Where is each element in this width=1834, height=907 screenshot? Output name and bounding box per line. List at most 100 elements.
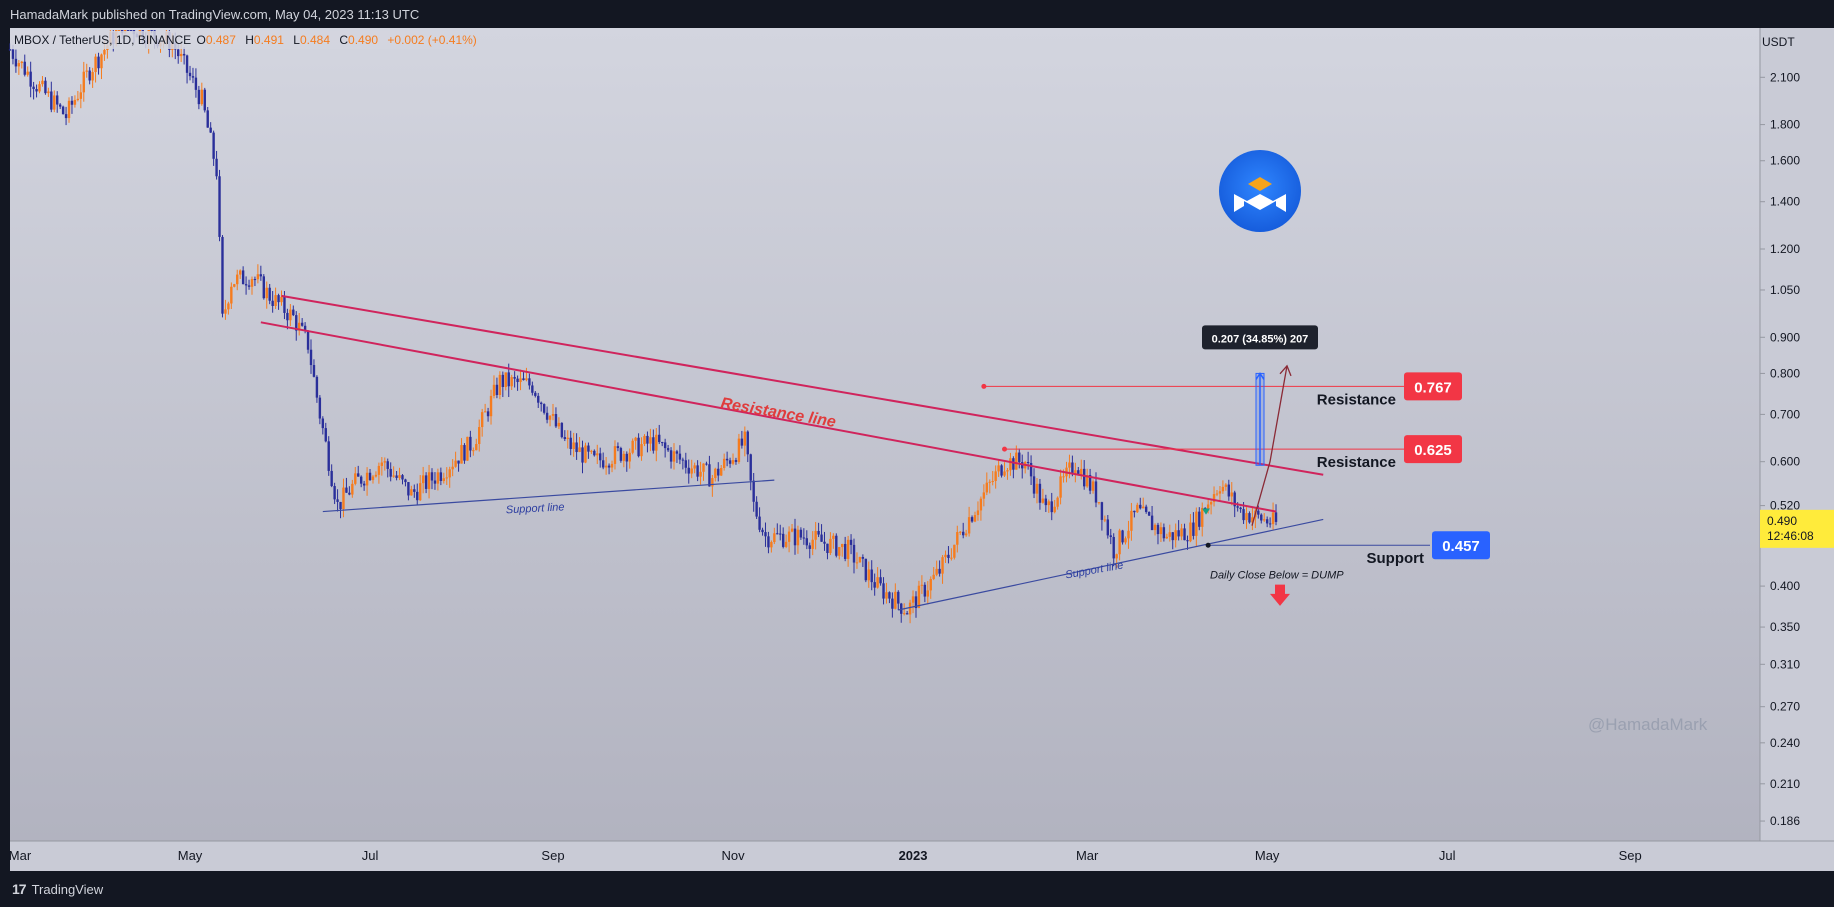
candle-body [203,89,206,111]
candle-body [596,453,599,456]
time-tick-label: Jul [1439,848,1456,863]
candle-body [97,56,100,69]
candle-body [35,89,38,92]
candle-body [383,461,386,463]
price-axis-unit: USDT [1762,35,1795,49]
candle-body [212,132,215,159]
price-tick-label: 1.200 [1770,242,1800,256]
footer-brand: TradingView [31,881,104,897]
candle-body [604,465,608,468]
candle-body [1165,536,1169,539]
candle-body [1133,510,1136,513]
candle-body [407,482,410,496]
candle-body [997,465,1000,472]
candle-body [1068,462,1071,468]
candle-body [354,473,357,484]
candle-body [832,535,835,539]
time-tick-label: Mar [1076,848,1099,863]
publish-info: HamadaMark published on TradingView.com,… [10,7,420,22]
candle-body [23,61,26,75]
forecast-arrow-head [1279,364,1292,377]
tradingview-logo[interactable]: 17 TradingView [12,881,103,897]
candle-body [994,471,997,482]
candle-body [808,545,811,549]
candle-body [823,541,826,544]
candle-body [1212,494,1216,502]
candle-body [94,56,97,73]
candle-body [442,478,446,481]
candle-body [1156,524,1160,535]
legend: MBOX / TetherUS, 1D, BINANCE O0.487 H0.4… [10,31,477,49]
level-label: Resistance [1317,454,1396,471]
candle-body [91,72,94,81]
price-tick-label: 0.900 [1770,330,1800,344]
candle-body [767,536,770,548]
publish-header: HamadaMark published on TradingView.com,… [0,0,1834,28]
time-axis[interactable]: Mar May Jul Sep Nov 2023 Mar May Jul Sep [9,848,1642,863]
candle-body [569,437,572,449]
candle-body [522,378,525,381]
candle-body [861,556,865,559]
candle-body [973,515,977,522]
candle-body [991,481,994,483]
candle-body [749,454,752,481]
price-tick-label: 1.800 [1770,118,1800,132]
candle-body [1239,507,1242,510]
candle-body [241,270,245,285]
candle-body [351,483,354,495]
candle-body [649,437,652,444]
candle-body [846,539,850,559]
candle-body [386,461,389,469]
candle-body [542,404,546,413]
candle-body [584,445,587,463]
candle-body [1085,475,1089,487]
candle-body [56,95,59,105]
candle-body [230,286,233,304]
candle-body [492,384,496,396]
candle-body [699,471,702,477]
candle-body [401,475,404,480]
candle-body [755,501,758,517]
candle-body [300,322,304,326]
price-tick-label: 0.520 [1770,499,1800,513]
candle-body [1227,484,1231,497]
candle-body [177,49,180,57]
candle-body [1201,507,1204,527]
chart-frame[interactable]: Resistance line Support line Support line 0… [0,28,1834,871]
candle-body [1000,465,1003,476]
level-price-text: 0.625 [1414,442,1452,459]
candle-body [1088,475,1092,491]
candle-body [1032,476,1036,494]
candle-body [1056,497,1059,507]
candle-body [1206,504,1210,511]
price-axis[interactable]: 2.100 1.800 1.600 1.400 1.200 1.050 0.900 0.800… [1760,70,1800,828]
candle-body [560,422,564,438]
level-price-text: 0.767 [1414,379,1452,396]
candle-body [897,591,900,604]
candle-body [513,377,516,379]
candle-body [826,543,829,554]
candle-body [902,613,906,615]
candle-body [622,453,626,461]
time-tick-label: Jul [362,848,379,863]
candle-body [126,30,130,31]
candle-body [548,415,552,420]
candle-body [988,481,991,483]
candle-body [200,89,204,105]
candle-body [864,558,868,581]
candle-body [466,436,469,461]
candle-body [309,349,313,366]
candle-body [743,431,747,446]
price-tick-label: 0.210 [1770,777,1800,791]
candle-body [498,374,502,395]
open-value: 0.487 [206,33,236,47]
candle-body [814,530,817,540]
candle-body [1183,528,1186,541]
price-tick-label: 0.800 [1770,366,1800,380]
resistance-trendline [260,321,1277,513]
candle-body [581,447,584,463]
candle-body [1198,511,1201,527]
candle-body [610,463,614,468]
candle-body [421,475,425,484]
